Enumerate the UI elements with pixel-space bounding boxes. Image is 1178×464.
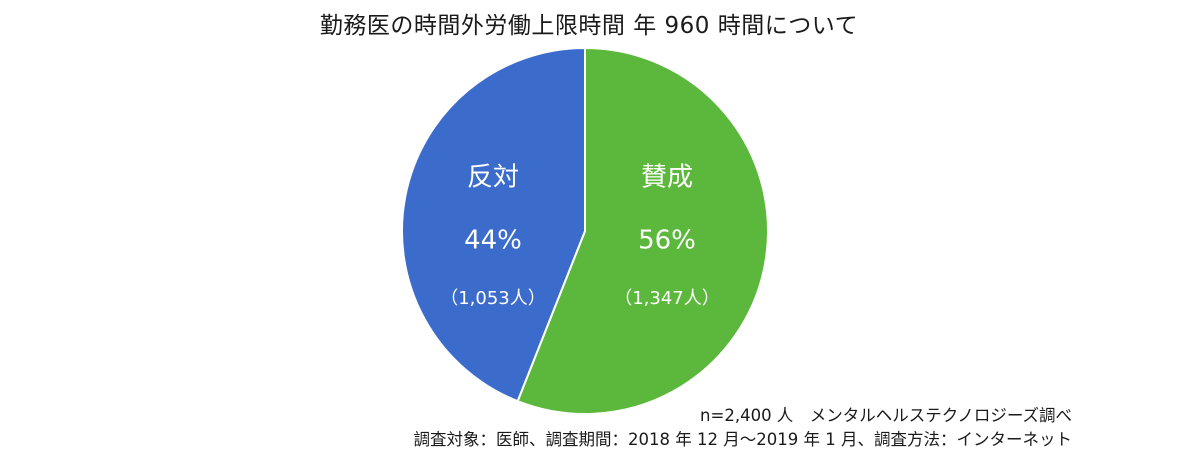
pie-slice-0 [516, 46, 769, 415]
slice-count-label-1: （1,053人） [440, 288, 546, 309]
slice-name-label-0: 賛成 [641, 163, 693, 193]
slice-count-label-0: （1,347人） [614, 288, 720, 309]
survey-note: 調査対象：医師、調査期間：2018 年 12 月～2019 年 1 月、調査方法… [413, 430, 1072, 449]
pie-slice-1 [401, 46, 586, 403]
slice-name-label-1: 反対 [467, 163, 519, 193]
chart-notes: n=2,400 人 メンタルヘルステクノロジーズ調べ 調査対象：医師、調査期間：… [414, 404, 1072, 452]
slice-percent-label-1: 44% [464, 226, 522, 256]
sample-note: n=2,400 人 メンタルヘルステクノロジーズ調べ [700, 406, 1072, 425]
chart-title: 勤務医の時間外労働上限時間 年 960 時間について [319, 13, 859, 39]
slice-percent-label-0: 56% [638, 226, 696, 256]
